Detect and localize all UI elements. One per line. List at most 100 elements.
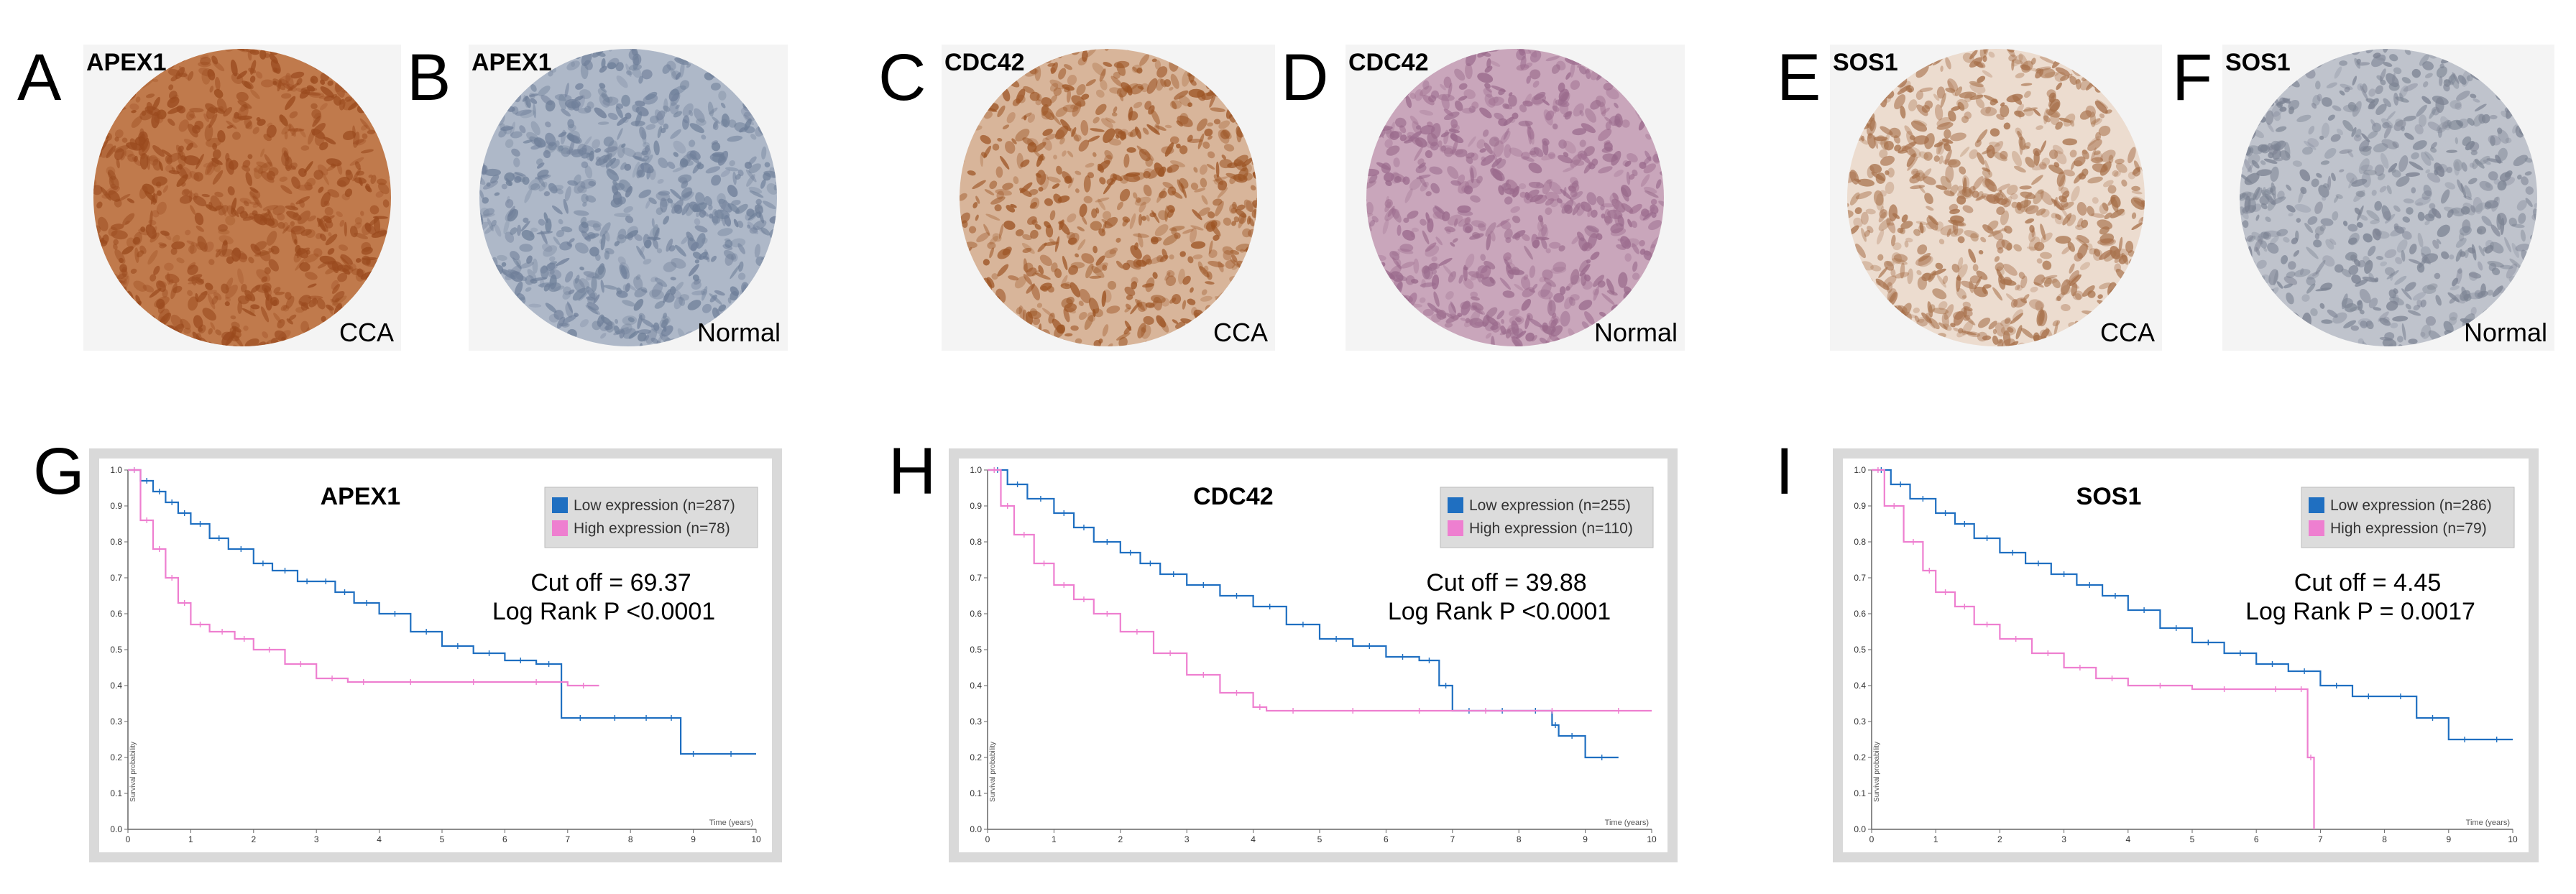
legend-label: High expression (n=79): [2330, 520, 2487, 537]
x-tick-label: 4: [1251, 834, 1256, 844]
y-tick-label: 0.0: [110, 824, 122, 834]
ihc-image-e: SOS1 CCA: [1830, 45, 2162, 351]
tissue-core-f: [2240, 49, 2537, 346]
km-line-low: [1872, 469, 2513, 741]
y-tick-label: 0.0: [1854, 824, 1866, 834]
x-tick-label: 10: [1647, 834, 1657, 844]
tissue-core-c: [960, 49, 1257, 346]
panel-letter-h: H: [888, 435, 937, 508]
tissue-core-disc: [1366, 49, 1664, 346]
tissue-label-f: Normal: [2463, 318, 2547, 347]
x-tick-label: 7: [565, 834, 570, 844]
x-tick-label: 7: [1450, 834, 1455, 844]
x-tick-label: 9: [2446, 834, 2451, 844]
x-tick-label: 9: [691, 834, 696, 844]
y-tick-label: 0.9: [110, 501, 122, 511]
km-line-high: [128, 469, 599, 687]
legend-swatch: [2309, 520, 2324, 536]
panel-letter-f: F: [2172, 41, 2213, 114]
ihc-image-c: CDC42 CCA: [942, 45, 1275, 351]
y-tick-label: 0.3: [1854, 716, 1866, 727]
gene-label-b: APEX1: [472, 49, 552, 76]
ihc-image-d: CDC42 Normal: [1346, 45, 1685, 351]
km-title: CDC42: [1193, 483, 1273, 510]
y-tick-label: 0.1: [1854, 788, 1866, 798]
y-tick-label: 0.6: [1854, 609, 1866, 619]
y-tick-label: 1.0: [1854, 465, 1866, 475]
x-tick-label: 2: [251, 834, 256, 844]
x-tick-label: 3: [2061, 834, 2066, 844]
ihc-image-a: APEX1 CCA: [83, 45, 401, 351]
y-axis-label: Survival probability: [1873, 742, 1881, 802]
tissue-core-d: [1366, 49, 1664, 346]
panel-letter-d: D: [1281, 41, 1329, 114]
y-tick-label: 0.1: [110, 788, 122, 798]
panel-letter-b: B: [407, 41, 451, 114]
x-tick-label: 6: [502, 834, 507, 844]
x-axis-label: Time (years): [1605, 819, 1649, 827]
x-tick-label: 8: [628, 834, 633, 844]
x-tick-label: 10: [2508, 834, 2518, 844]
legend-label: Low expression (n=287): [574, 497, 735, 514]
legend-label: Low expression (n=255): [1469, 497, 1631, 514]
km-chart-i: 0.0 0.1 0.2 0.3 0.4 0.5 0.6 0.7 0.8 0.9 1.0 0 1 2 3 4 5 6…: [1833, 448, 2539, 862]
x-tick-label: 1: [1052, 834, 1057, 844]
tissue-core-b: [479, 49, 777, 346]
x-tick-label: 3: [314, 834, 319, 844]
gene-label-f: SOS1: [2225, 49, 2291, 76]
x-tick-label: 0: [1869, 834, 1874, 844]
x-tick-label: 1: [1933, 834, 1938, 844]
x-tick-label: 7: [2318, 834, 2323, 844]
km-plot-i: 0.0 0.1 0.2 0.3 0.4 0.5 0.6 0.7 0.8 0.9 1.0 0 1 2 3 4 5 6…: [1833, 448, 2539, 862]
km-chart-h: 0.0 0.1 0.2 0.3 0.4 0.5 0.6 0.7 0.8 0.9 1.0 0 1 2 3 4 5 6…: [949, 448, 1678, 862]
legend-label: Low expression (n=286): [2330, 497, 2492, 514]
panel-letter-i: I: [1775, 435, 1794, 508]
y-tick-label: 0.4: [970, 681, 982, 691]
y-tick-label: 0.1: [970, 788, 982, 798]
x-tick-label: 6: [2254, 834, 2259, 844]
y-tick-label: 0.7: [1854, 573, 1866, 583]
x-axis-label: Time (years): [709, 819, 753, 827]
y-tick-label: 0.4: [1854, 681, 1866, 691]
y-tick-label: 0.2: [1854, 752, 1866, 762]
x-tick-label: 2: [1997, 834, 2002, 844]
y-axis-label: Survival probability: [989, 742, 997, 802]
x-axis-label: Time (years): [2466, 819, 2510, 827]
km-title: APEX1: [321, 483, 401, 510]
km-line-high: [988, 469, 1652, 712]
y-tick-label: 1.0: [110, 465, 122, 475]
tissue-label-d: Normal: [1593, 318, 1678, 347]
panel-letter-a: A: [17, 41, 62, 114]
tissue-core-e: [1847, 49, 2145, 346]
y-tick-label: 0.7: [110, 573, 122, 583]
pvalue-text: Log Rank P = 0.0017: [2245, 598, 2475, 625]
y-tick-label: 0.4: [110, 681, 122, 691]
y-tick-label: 0.8: [110, 537, 122, 547]
legend-swatch: [1448, 520, 1463, 536]
y-axis-label: Survival probability: [129, 742, 137, 802]
y-tick-label: 0.3: [970, 716, 982, 727]
y-tick-label: 0.6: [110, 609, 122, 619]
gene-label-a: APEX1: [86, 49, 167, 76]
legend-box: [1440, 487, 1654, 548]
panel-letter-e: E: [1777, 41, 1821, 114]
x-tick-label: 6: [1384, 834, 1389, 844]
x-tick-label: 5: [2190, 834, 2195, 844]
y-tick-label: 0.2: [110, 752, 122, 762]
tissue-label-c: CCA: [1213, 318, 1268, 347]
ihc-image-b: APEX1 Normal: [469, 45, 788, 351]
y-tick-label: 0.8: [970, 537, 982, 547]
x-tick-label: 8: [2382, 834, 2387, 844]
x-tick-label: 8: [1517, 834, 1522, 844]
legend-label: High expression (n=78): [574, 520, 730, 537]
y-tick-label: 0.3: [110, 716, 122, 727]
y-tick-label: 0.5: [970, 645, 982, 655]
y-tick-label: 1.0: [970, 465, 982, 475]
panel-letter-c: C: [878, 41, 926, 114]
y-tick-label: 0.9: [970, 501, 982, 511]
legend-swatch: [552, 497, 568, 513]
legend-label: High expression (n=110): [1469, 520, 1633, 537]
x-tick-label: 1: [188, 834, 193, 844]
x-tick-label: 9: [1583, 834, 1588, 844]
tissue-label-b: Normal: [696, 318, 781, 347]
